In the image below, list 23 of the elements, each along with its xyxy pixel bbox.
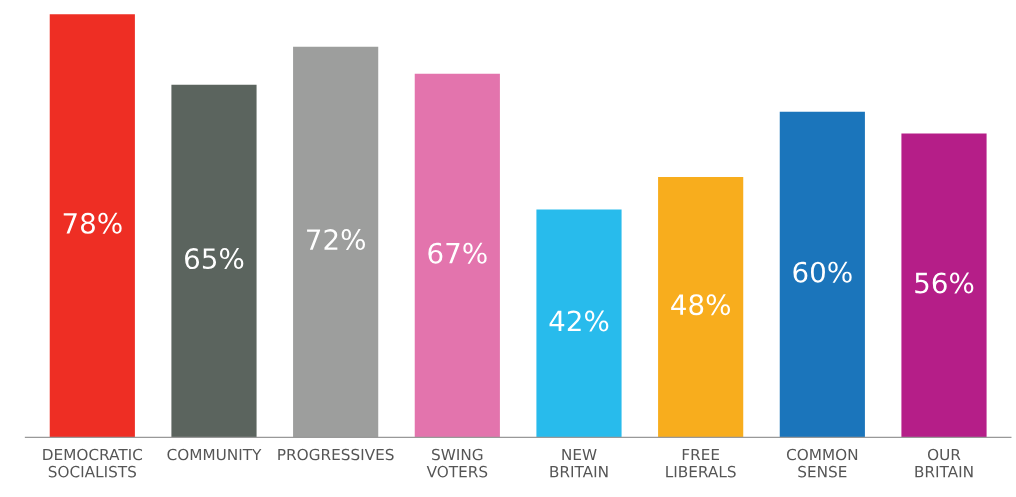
bar — [171, 84, 257, 438]
bar — [901, 133, 987, 438]
bar — [536, 209, 622, 438]
x-tick-label: FREE LIBERALS — [666, 448, 736, 478]
x-tick-label: DEMOCRATIC SOCIALISTS — [43, 448, 143, 478]
bar — [658, 176, 744, 438]
data-label: 56% — [915, 272, 974, 294]
data-label: 42% — [549, 310, 609, 332]
data-label: 60% — [793, 261, 852, 283]
bar — [414, 73, 500, 438]
x-tick-label: COMMUNITY — [167, 448, 262, 461]
x-tick-label: OUR BRITAIN — [915, 448, 973, 478]
x-tick-label: SWING VOTERS — [426, 448, 488, 478]
x-tick-label: NEW BRITAIN — [550, 448, 608, 478]
data-label: 48% — [671, 294, 730, 316]
x-tick-label: PROGRESSIVES — [278, 448, 394, 461]
x-tick-label: COMMON SENSE — [786, 448, 858, 478]
bar — [49, 14, 135, 438]
data-label: 72% — [307, 229, 365, 251]
data-label: 67% — [428, 242, 487, 264]
bar — [779, 111, 865, 438]
data-label: 65% — [185, 248, 244, 270]
data-label: 78% — [63, 212, 122, 234]
